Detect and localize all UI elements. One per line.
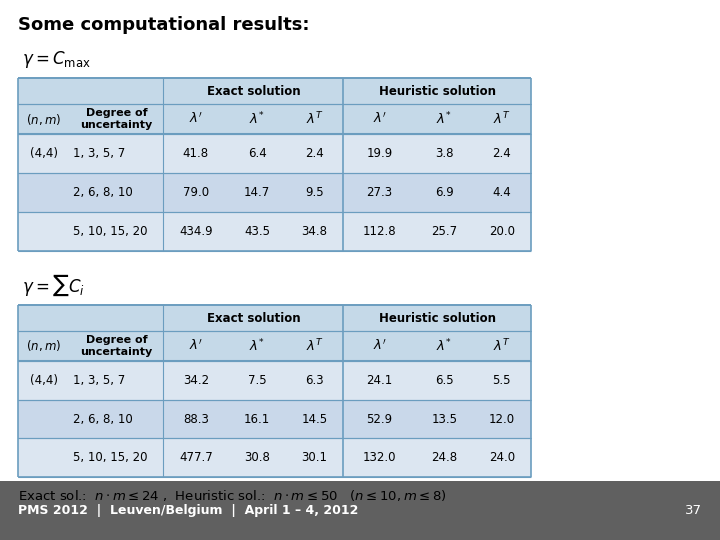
Text: $\lambda^{*}$: $\lambda^{*}$ xyxy=(436,111,452,127)
Text: $\lambda^{T}$: $\lambda^{T}$ xyxy=(306,338,323,354)
Text: $\lambda'$: $\lambda'$ xyxy=(189,339,203,353)
Text: 37: 37 xyxy=(685,504,702,517)
Text: Heuristic solution: Heuristic solution xyxy=(379,85,495,98)
Text: Degree of
uncertainty: Degree of uncertainty xyxy=(81,108,153,130)
Text: 24.8: 24.8 xyxy=(431,451,457,464)
Text: 14.7: 14.7 xyxy=(244,186,270,199)
Text: 5, 10, 15, 20: 5, 10, 15, 20 xyxy=(73,451,148,464)
Text: $(n, m)$: $(n, m)$ xyxy=(27,339,61,353)
Text: 25.7: 25.7 xyxy=(431,225,457,238)
Text: $\lambda'$: $\lambda'$ xyxy=(372,112,387,126)
Bar xyxy=(18,400,531,438)
Text: 6.5: 6.5 xyxy=(435,374,454,387)
Text: 6.3: 6.3 xyxy=(305,374,324,387)
Text: 14.5: 14.5 xyxy=(302,413,328,426)
Text: 24.1: 24.1 xyxy=(366,374,392,387)
Text: 2.4: 2.4 xyxy=(305,147,324,160)
Text: 34.2: 34.2 xyxy=(183,374,209,387)
Text: 2.4: 2.4 xyxy=(492,147,511,160)
Bar xyxy=(18,173,531,212)
Text: 112.8: 112.8 xyxy=(363,225,396,238)
Text: Exact solution: Exact solution xyxy=(207,85,300,98)
Text: 79.0: 79.0 xyxy=(183,186,209,199)
Text: 5, 10, 15, 20: 5, 10, 15, 20 xyxy=(73,225,148,238)
Text: Exact sol.:  $n \cdot m \leq 24$ ,  Heuristic sol.:  $n \cdot m \leq 50$   $(n \: Exact sol.: $n \cdot m \leq 24$ , Heuris… xyxy=(18,488,446,503)
Text: 13.5: 13.5 xyxy=(431,413,457,426)
Text: 43.5: 43.5 xyxy=(244,225,270,238)
Text: 4.4: 4.4 xyxy=(492,186,511,199)
Text: 27.3: 27.3 xyxy=(366,186,392,199)
Text: 24.0: 24.0 xyxy=(489,451,515,464)
Text: 19.9: 19.9 xyxy=(366,147,392,160)
Text: 434.9: 434.9 xyxy=(179,225,212,238)
Text: 2, 6, 8, 10: 2, 6, 8, 10 xyxy=(73,413,133,426)
Bar xyxy=(18,305,531,331)
Text: Some computational results:: Some computational results: xyxy=(18,16,310,34)
Text: $\lambda'$: $\lambda'$ xyxy=(189,112,203,126)
Bar xyxy=(18,438,531,477)
Text: 30.1: 30.1 xyxy=(302,451,328,464)
Text: Heuristic solution: Heuristic solution xyxy=(379,312,495,325)
Text: $\gamma = \sum C_i$: $\gamma = \sum C_i$ xyxy=(22,273,84,298)
Text: 20.0: 20.0 xyxy=(489,225,515,238)
Bar xyxy=(18,331,531,361)
Text: 6.4: 6.4 xyxy=(248,147,266,160)
Text: $\gamma = C_{\mathrm{max}}$: $\gamma = C_{\mathrm{max}}$ xyxy=(22,49,91,70)
Text: $\lambda^{T}$: $\lambda^{T}$ xyxy=(493,338,510,354)
Bar xyxy=(18,361,531,400)
Text: 41.8: 41.8 xyxy=(183,147,209,160)
Text: 1, 3, 5, 7: 1, 3, 5, 7 xyxy=(73,374,126,387)
Text: $\lambda^{*}$: $\lambda^{*}$ xyxy=(249,111,265,127)
Text: 132.0: 132.0 xyxy=(363,451,396,464)
Text: 12.0: 12.0 xyxy=(489,413,515,426)
Text: 477.7: 477.7 xyxy=(179,451,212,464)
Text: $\lambda^{T}$: $\lambda^{T}$ xyxy=(306,111,323,127)
Text: 2, 6, 8, 10: 2, 6, 8, 10 xyxy=(73,186,133,199)
Text: $\lambda^{*}$: $\lambda^{*}$ xyxy=(249,338,265,354)
Text: 88.3: 88.3 xyxy=(183,413,209,426)
Text: (4,4): (4,4) xyxy=(30,374,58,387)
Bar xyxy=(18,212,531,251)
Text: 1, 3, 5, 7: 1, 3, 5, 7 xyxy=(73,147,126,160)
Bar xyxy=(18,104,531,134)
Text: 7.5: 7.5 xyxy=(248,374,266,387)
Bar xyxy=(18,78,531,104)
Text: $\lambda^{*}$: $\lambda^{*}$ xyxy=(436,338,452,354)
Text: Degree of
uncertainty: Degree of uncertainty xyxy=(81,335,153,357)
Text: 52.9: 52.9 xyxy=(366,413,392,426)
Text: (4,4): (4,4) xyxy=(30,147,58,160)
Text: PMS 2012  |  Leuven/Belgium  |  April 1 – 4, 2012: PMS 2012 | Leuven/Belgium | April 1 – 4,… xyxy=(18,504,359,517)
Text: 6.9: 6.9 xyxy=(435,186,454,199)
Text: 3.8: 3.8 xyxy=(435,147,454,160)
Text: Exact solution: Exact solution xyxy=(207,312,300,325)
Bar xyxy=(18,134,531,173)
Text: 16.1: 16.1 xyxy=(244,413,270,426)
Text: $(n, m)$: $(n, m)$ xyxy=(27,112,61,126)
Text: $\lambda^{T}$: $\lambda^{T}$ xyxy=(493,111,510,127)
Text: 30.8: 30.8 xyxy=(244,451,270,464)
Text: 5.5: 5.5 xyxy=(492,374,511,387)
Text: 34.8: 34.8 xyxy=(302,225,328,238)
Text: $\lambda'$: $\lambda'$ xyxy=(372,339,387,353)
Text: 9.5: 9.5 xyxy=(305,186,324,199)
